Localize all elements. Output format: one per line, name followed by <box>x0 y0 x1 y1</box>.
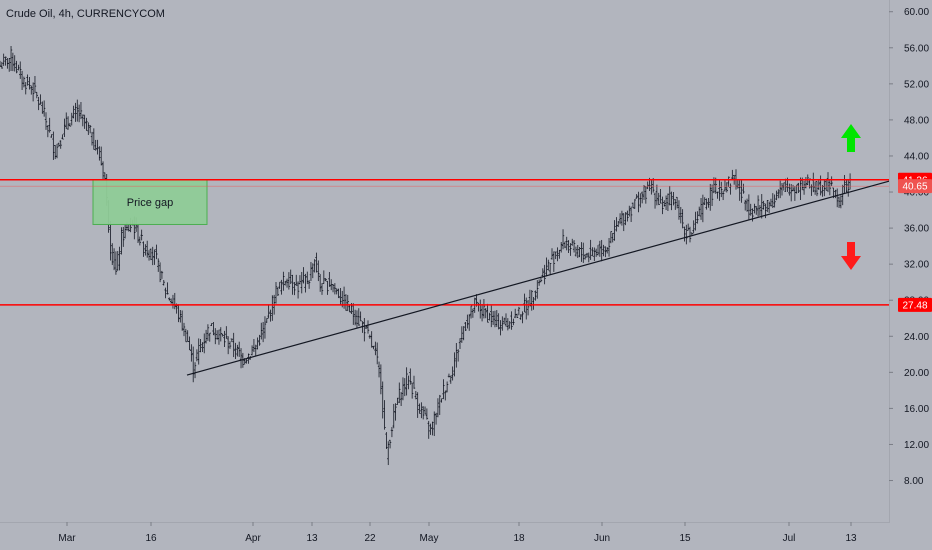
chart-title: Crude Oil, 4h, CURRENCYCOM <box>6 8 165 20</box>
time-axis[interactable]: Mar 16 Apr 13 22 May 18 Jun 15 Jul 13 <box>58 522 857 544</box>
x-tick-label: May <box>420 533 439 544</box>
y-tick-label: 12.00 <box>904 440 929 451</box>
x-tick-label: 13 <box>845 533 857 544</box>
price-gap-box[interactable] <box>92 179 208 225</box>
x-tick-label: 22 <box>364 533 376 544</box>
y-tick-label: 52.00 <box>904 79 929 90</box>
y-tick-label: 48.00 <box>904 115 929 126</box>
plot-area[interactable] <box>0 46 852 466</box>
y-tick-label: 32.00 <box>904 260 929 271</box>
x-tick-label: 13 <box>306 533 318 544</box>
y-tick-label: 8.00 <box>904 476 924 487</box>
x-tick-label: Mar <box>58 533 76 544</box>
price-gap-label: Price gap <box>127 197 173 209</box>
y-tick-label: 44.00 <box>904 151 929 162</box>
x-tick-label: Apr <box>245 533 261 544</box>
price-tag-last: 40.65 <box>902 182 927 193</box>
price-tag-bottom-line: 27.48 <box>902 300 927 311</box>
x-tick-label: Jul <box>783 533 796 544</box>
y-tick-label: 24.00 <box>904 332 929 343</box>
arrow-up-icon <box>841 124 861 152</box>
y-tick-label: 16.00 <box>904 404 929 415</box>
x-tick-label: 16 <box>145 533 157 544</box>
y-tick-label: 20.00 <box>904 368 929 379</box>
y-tick-label: 60.00 <box>904 7 929 18</box>
annotations: Price gap <box>0 124 890 376</box>
x-tick-label: Jun <box>594 533 610 544</box>
y-tick-label: 36.00 <box>904 224 929 235</box>
price-tag-bottom-line-bg <box>898 297 932 312</box>
price-tag-last-bg <box>898 179 932 194</box>
x-tick-label: 15 <box>679 533 691 544</box>
trendline[interactable] <box>186 180 890 376</box>
y-tick-label: 56.00 <box>904 43 929 54</box>
x-tick-label: 18 <box>513 533 525 544</box>
arrow-down-icon <box>841 242 861 270</box>
